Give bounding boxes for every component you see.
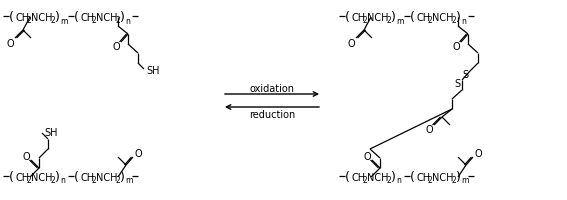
Text: n: n [461,16,466,25]
Text: 2: 2 [386,175,391,184]
Text: CH: CH [15,13,29,23]
Text: 2: 2 [91,175,96,184]
Text: CH: CH [416,13,430,23]
Text: SH: SH [44,127,58,137]
Text: 2: 2 [362,16,367,25]
Text: m: m [396,16,403,25]
Text: 2: 2 [50,175,55,184]
Text: O: O [474,148,482,158]
Text: (: ( [345,171,350,184]
Text: CH: CH [351,172,365,182]
Text: S: S [454,79,460,89]
Text: CH: CH [416,172,430,182]
Text: ): ) [55,11,60,24]
Text: O: O [112,42,120,52]
Text: SH: SH [146,66,160,76]
Text: (: ( [410,11,415,24]
Text: ): ) [120,11,125,24]
Text: n: n [125,16,130,25]
Text: CH: CH [80,172,94,182]
Text: O: O [134,148,142,158]
Text: 2: 2 [115,16,120,25]
Text: CH: CH [351,13,365,23]
Text: NCH: NCH [367,172,388,182]
Text: ): ) [391,11,396,24]
Text: (: ( [9,11,14,24]
Text: n: n [60,176,65,185]
Text: O: O [22,151,30,161]
Text: m: m [125,176,132,185]
Text: 2: 2 [427,16,431,25]
Text: ): ) [456,171,461,184]
Text: m: m [461,176,468,185]
Text: NCH: NCH [31,13,53,23]
Text: 2: 2 [427,175,431,184]
Text: reduction: reduction [249,109,295,119]
Text: (: ( [9,171,14,184]
Text: 2: 2 [26,175,31,184]
Text: CH: CH [80,13,94,23]
Text: (: ( [345,11,350,24]
Text: 2: 2 [26,16,31,25]
Text: O: O [6,39,14,49]
Text: ): ) [120,171,125,184]
Text: O: O [363,151,371,161]
Text: n: n [396,176,401,185]
Text: NCH: NCH [432,172,454,182]
Text: (: ( [410,171,415,184]
Text: 2: 2 [115,175,120,184]
Text: oxidation: oxidation [249,84,294,94]
Text: (: ( [74,171,79,184]
Text: O: O [425,124,433,134]
Text: NCH: NCH [96,172,117,182]
Text: 2: 2 [451,16,456,25]
Text: 2: 2 [91,16,96,25]
Text: NCH: NCH [432,13,454,23]
Text: 2: 2 [451,175,456,184]
Text: NCH: NCH [367,13,388,23]
Text: CH: CH [15,172,29,182]
Text: NCH: NCH [31,172,53,182]
Text: 2: 2 [362,175,367,184]
Text: (: ( [74,11,79,24]
Text: m: m [60,16,67,25]
Text: ): ) [55,171,60,184]
Text: S: S [462,70,468,80]
Text: O: O [347,39,355,49]
Text: NCH: NCH [96,13,117,23]
Text: 2: 2 [50,16,55,25]
Text: ): ) [456,11,461,24]
Text: O: O [452,42,460,52]
Text: 2: 2 [386,16,391,25]
Text: ): ) [391,171,396,184]
